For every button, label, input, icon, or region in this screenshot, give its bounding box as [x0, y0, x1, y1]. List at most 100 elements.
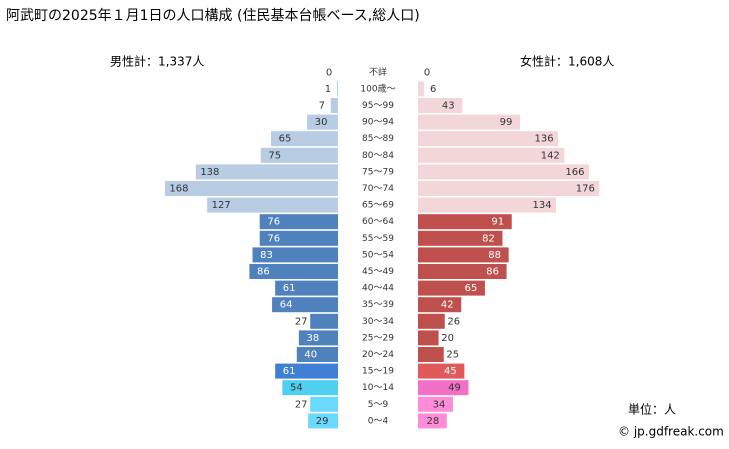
value-label: 25 [446, 350, 459, 361]
age-label: 50～54 [362, 250, 394, 260]
value-label: 61 [283, 366, 296, 377]
value-label: 7 [319, 101, 325, 112]
value-label: 99 [500, 117, 513, 128]
bar [418, 230, 503, 246]
bar [207, 197, 338, 213]
value-label: 127 [212, 200, 231, 211]
value-label: 83 [260, 250, 273, 261]
bar [418, 280, 485, 296]
value-label: 176 [576, 184, 595, 195]
bar [272, 297, 338, 313]
value-label: 28 [426, 416, 439, 427]
bar [418, 247, 509, 263]
age-label: 45～49 [362, 267, 394, 277]
age-label: 40～44 [362, 284, 394, 294]
value-label: 86 [257, 267, 270, 278]
value-label: 76 [267, 217, 280, 228]
age-label: 10～14 [362, 383, 394, 393]
bar [252, 247, 338, 263]
value-label: 138 [200, 167, 219, 178]
bar [418, 363, 465, 379]
unit-label: 単位：人 [628, 402, 676, 417]
value-label: 76 [267, 233, 280, 244]
value-label: 65 [279, 134, 292, 145]
value-label: 54 [290, 383, 303, 394]
age-label: 90～94 [362, 118, 394, 128]
bar [282, 380, 338, 396]
value-label: 65 [465, 283, 478, 294]
bar [418, 297, 462, 313]
bar [195, 164, 338, 180]
bar [310, 313, 338, 329]
bar [259, 214, 338, 230]
value-label: 61 [283, 283, 296, 294]
bar [308, 413, 338, 429]
value-label: 142 [541, 150, 560, 161]
bar [418, 413, 447, 429]
female-total: 女性計：1,608人 [520, 54, 614, 69]
bar [271, 131, 338, 147]
bar [418, 347, 444, 362]
bar [275, 280, 338, 296]
value-label: 40 [304, 350, 317, 361]
value-label: 45 [444, 366, 457, 377]
bar [418, 164, 589, 180]
bar [418, 214, 512, 230]
age-label: 35～39 [362, 300, 394, 310]
value-label: 0 [424, 67, 430, 78]
age-label: 95～99 [362, 101, 394, 111]
value-label: 6 [430, 84, 436, 95]
age-label: 0～4 [368, 416, 389, 426]
bar [275, 363, 338, 379]
bar [418, 114, 520, 130]
value-label: 29 [316, 416, 329, 427]
value-label: 88 [488, 250, 501, 261]
bar [418, 264, 507, 279]
age-label: 15～19 [362, 367, 394, 377]
value-label: 49 [448, 383, 461, 394]
value-label: 64 [280, 300, 293, 311]
bar [164, 181, 338, 196]
age-label: 75～79 [362, 167, 394, 177]
bar [418, 396, 454, 412]
bar [259, 230, 338, 246]
bar [418, 197, 557, 213]
value-label: 30 [315, 117, 328, 128]
value-label: 134 [532, 200, 551, 211]
age-label: 25～29 [362, 333, 394, 343]
male-total: 男性計：1,337人 [110, 54, 204, 69]
bar [307, 114, 338, 130]
age-label: 65～69 [362, 201, 394, 211]
age-label: 100歳～ [360, 82, 395, 94]
bar [418, 147, 565, 163]
age-label: 不詳 [369, 66, 387, 78]
value-label: 75 [268, 150, 281, 161]
age-label: 5～9 [368, 400, 389, 410]
value-label: 43 [442, 101, 455, 112]
bar [296, 347, 338, 362]
age-label: 60～64 [362, 217, 394, 227]
age-label: 20～24 [362, 350, 394, 360]
value-label: 34 [433, 399, 446, 410]
value-label: 20 [441, 333, 454, 344]
bar [260, 147, 338, 163]
bar [418, 330, 439, 346]
value-label: 42 [441, 300, 454, 311]
bar [330, 98, 338, 113]
chart-title: 阿武町の2025年１月1日の人口構成 (住民基本台帳ベース,総人口) [6, 7, 420, 24]
bar [418, 98, 463, 113]
bar [418, 131, 559, 147]
bar [418, 313, 445, 329]
value-label: 0 [326, 67, 332, 78]
value-label: 86 [486, 267, 499, 278]
value-label: 26 [447, 316, 460, 327]
age-label: 55～59 [362, 234, 394, 244]
bar [298, 330, 338, 346]
value-label: 168 [169, 184, 188, 195]
value-label: 136 [535, 134, 554, 145]
value-label: 38 [306, 333, 319, 344]
age-label: 70～74 [362, 184, 394, 194]
value-label: 82 [482, 233, 495, 244]
age-label: 30～34 [362, 317, 394, 327]
